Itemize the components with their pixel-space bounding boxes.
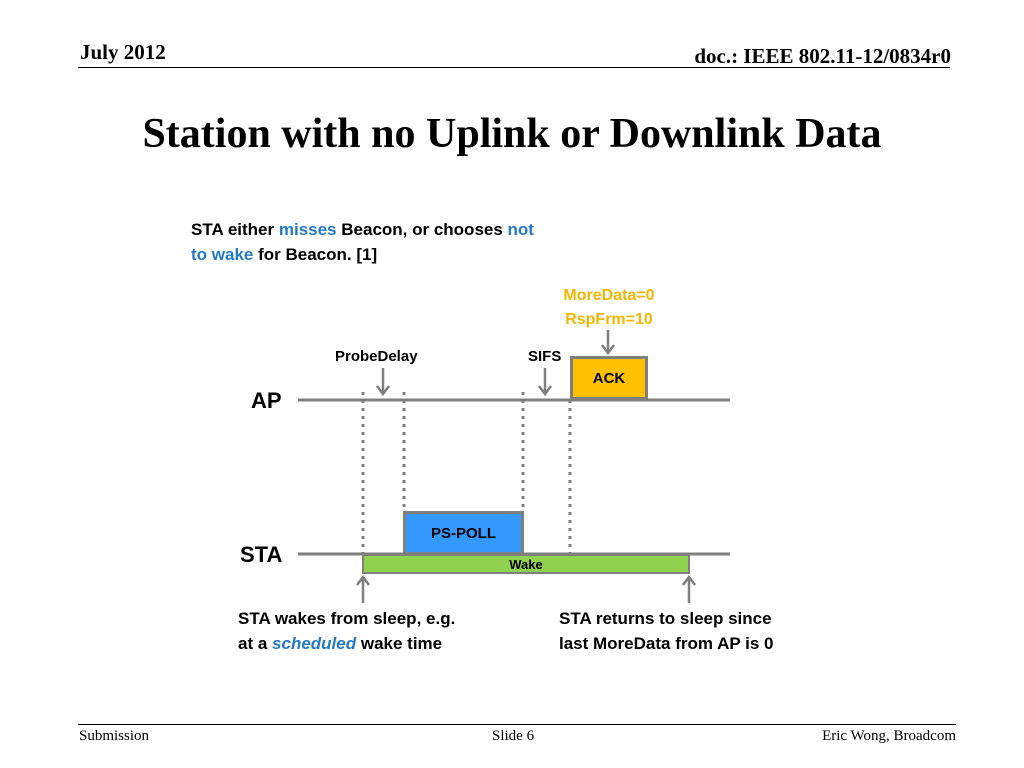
wake-caption-line1: STA wakes from sleep, e.g. — [238, 609, 456, 628]
caption-highlight-scheduled: scheduled — [272, 634, 357, 653]
footer-slide-number: Slide 6 — [492, 728, 535, 744]
sleep-caption-line2: last MoreData from AP is 0 — [559, 634, 774, 653]
sleep-return-arrow — [682, 574, 696, 603]
footer-divider — [78, 724, 956, 725]
rsp-frm-label: RspFrm=10 — [565, 311, 653, 328]
header-date: July 2012 — [80, 40, 166, 64]
caption-text: wake time — [356, 634, 443, 653]
sifs-label: SIFS — [528, 348, 562, 365]
sleep-caption-line1: STA returns to sleep since — [559, 609, 772, 628]
caption-text: at a — [238, 634, 273, 653]
ack-meta-arrow — [601, 330, 615, 356]
footer-submission: Submission — [79, 728, 150, 744]
caption-highlight-misses: misses — [278, 220, 337, 239]
ack-frame: ACK — [570, 356, 648, 400]
header-divider — [78, 67, 950, 68]
beacon-caption: STA either misses Beacon, or chooses not… — [191, 217, 534, 267]
ack-meta-label: MoreData=0 RspFrm=10 — [539, 284, 679, 332]
probe-delay-label: ProbeDelay — [335, 348, 418, 365]
caption-highlight-not: not — [507, 220, 534, 239]
beacon-caption-line2: to wake for Beacon. [1] — [191, 242, 534, 267]
caption-text: STA either — [191, 220, 279, 239]
more-data-label: MoreData=0 — [563, 287, 655, 304]
ap-label: AP — [251, 388, 282, 413]
caption-text: for Beacon. [1] — [253, 245, 378, 264]
probe-delay-arrow — [376, 368, 390, 397]
sifs-arrow — [538, 368, 552, 397]
header-doc-id: doc.: IEEE 802.11-12/0834r0 — [694, 44, 951, 68]
caption-highlight-to-wake: to wake — [191, 245, 254, 264]
wake-caption-line2: at a scheduled wake time — [238, 631, 455, 656]
sta-label: STA — [240, 542, 283, 567]
sleep-caption: STA returns to sleep since last MoreData… — [559, 606, 773, 656]
caption-text: Beacon, or chooses — [336, 220, 508, 239]
wake-bar: Wake — [362, 554, 690, 574]
beacon-caption-line1: STA either misses Beacon, or chooses not — [191, 217, 534, 242]
wake-start-arrow — [356, 574, 370, 603]
slide-title: Station with no Uplink or Downlink Data — [142, 111, 882, 157]
footer-author: Eric Wong, Broadcom — [822, 728, 956, 744]
ps-poll-frame: PS-POLL — [403, 511, 524, 555]
wake-caption: STA wakes from sleep, e.g. at a schedule… — [238, 606, 455, 656]
